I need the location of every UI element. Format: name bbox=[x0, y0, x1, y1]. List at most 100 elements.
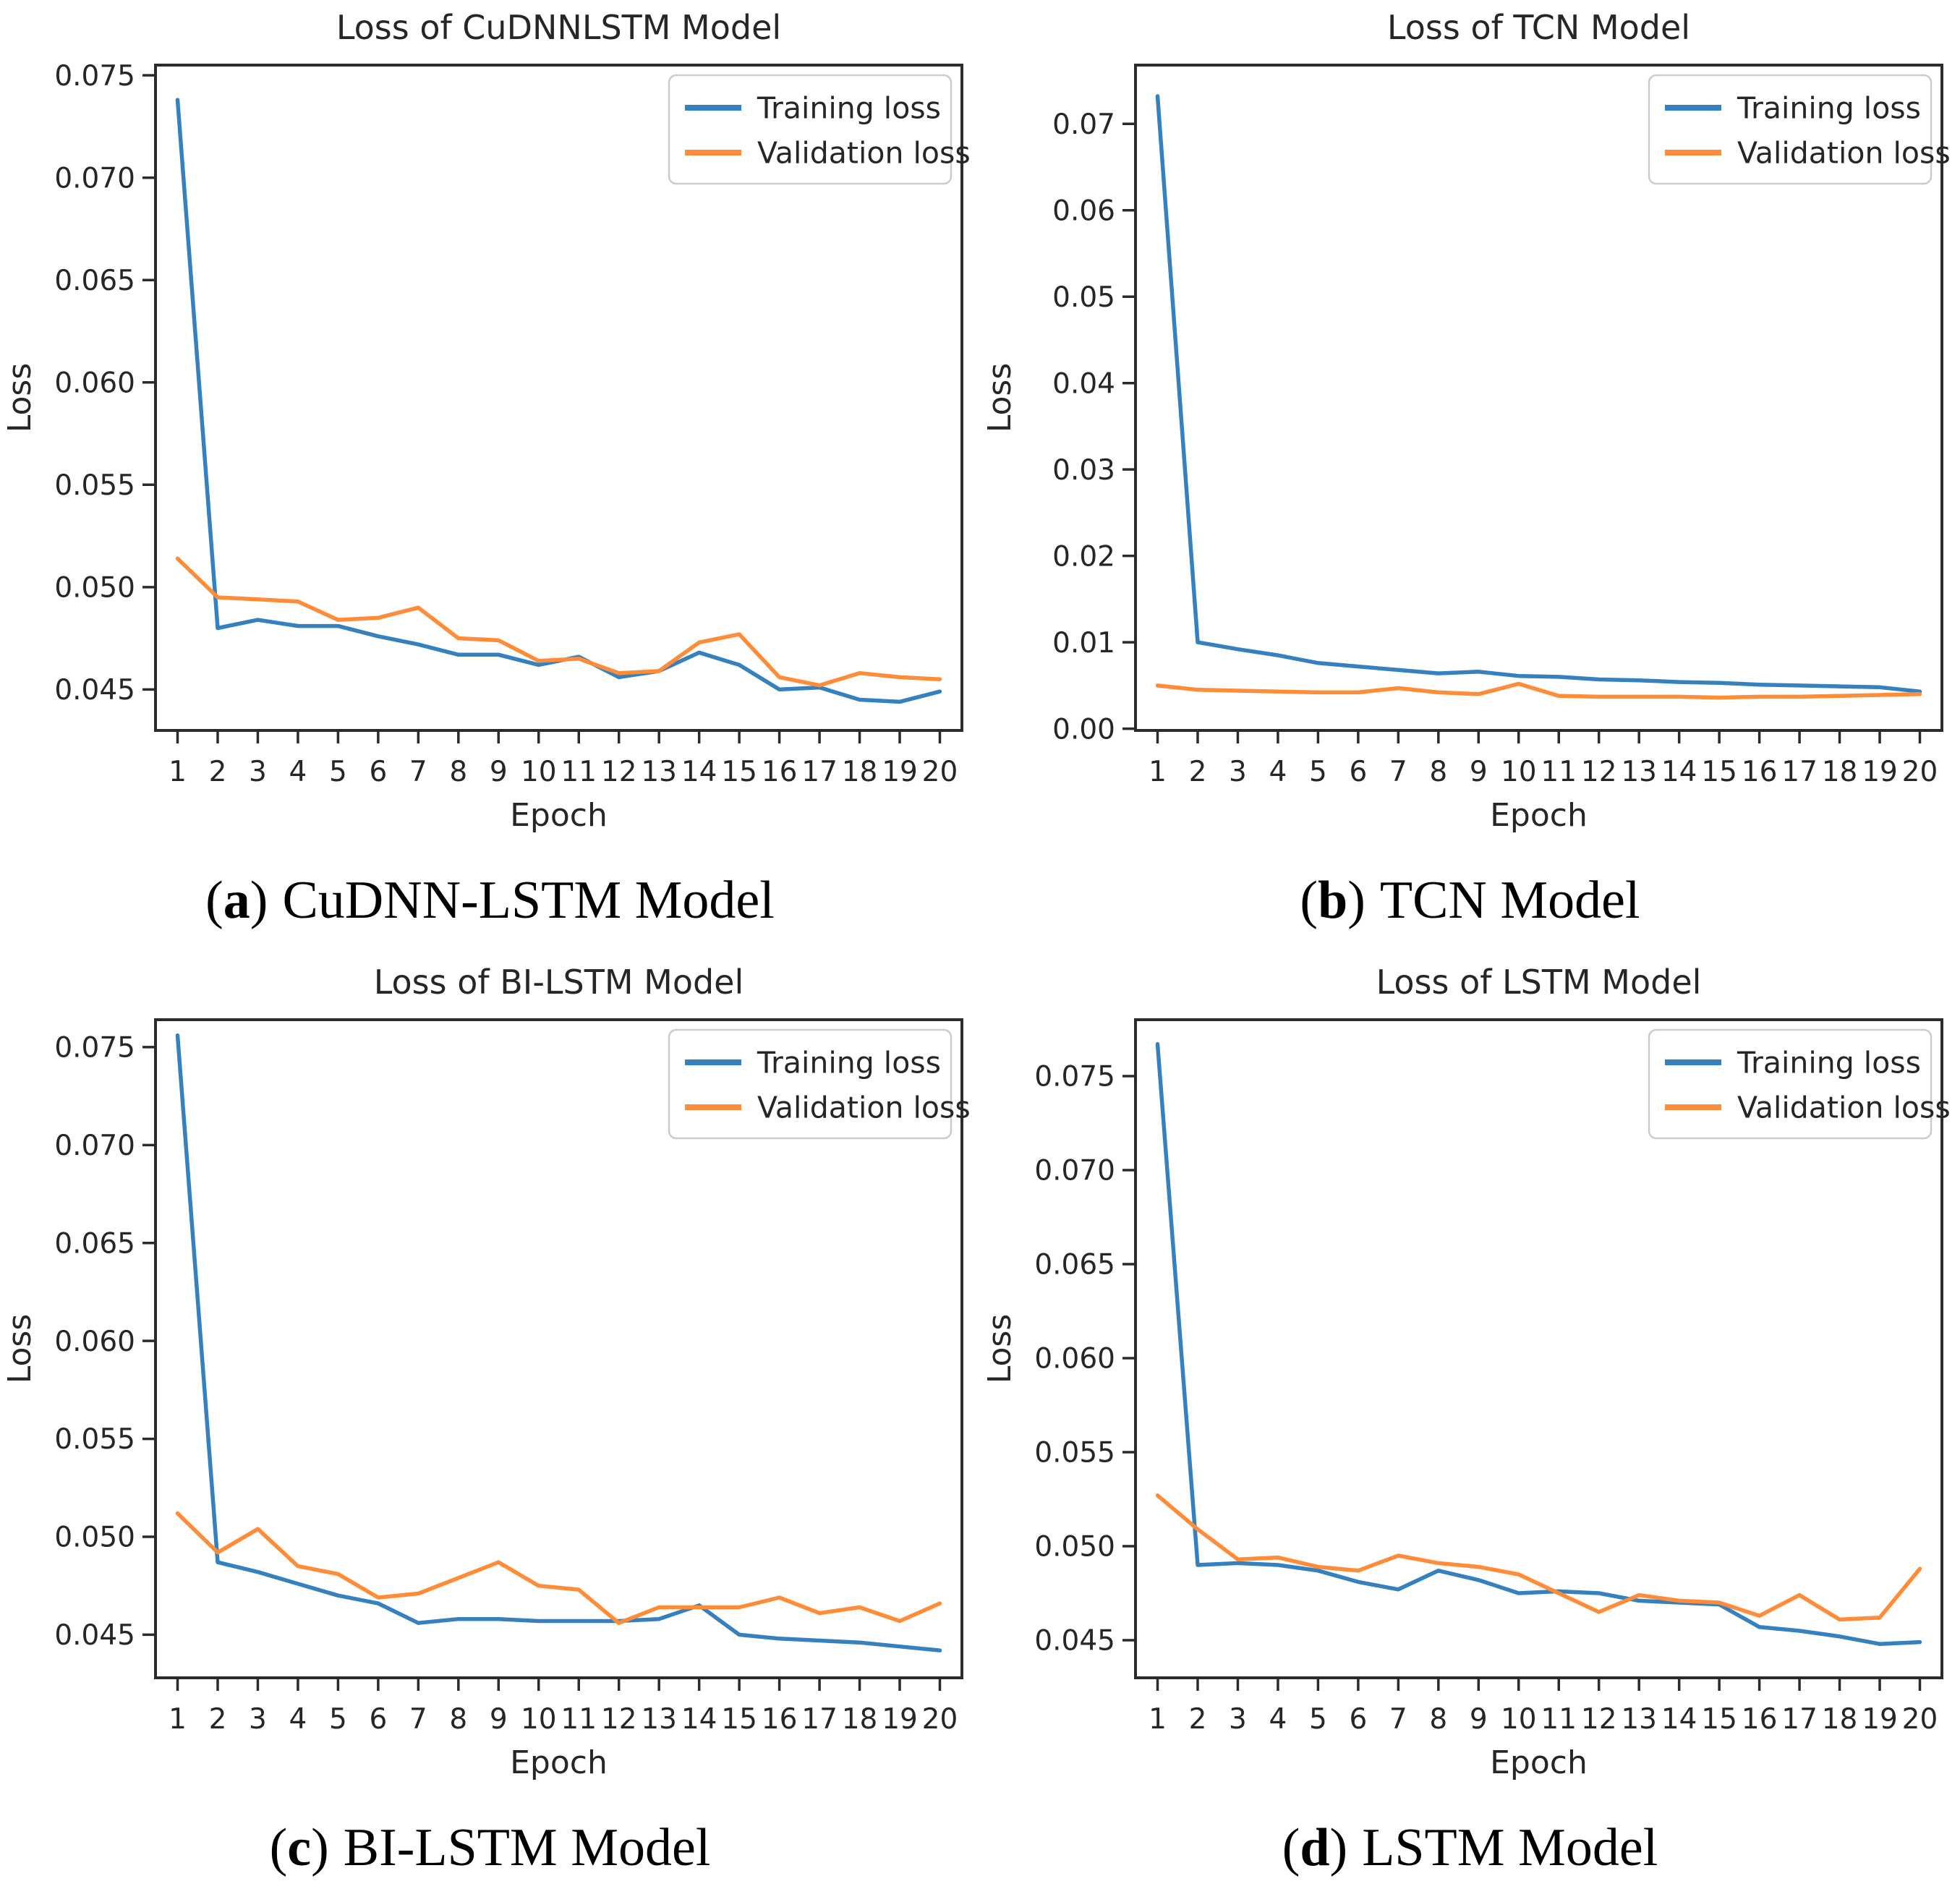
chart-bilstm-model: Loss of BI-LSTM Model 0.045 0.050 0.055 0.06… bbox=[0, 955, 980, 1794]
x-tick-label: 17 bbox=[801, 1703, 838, 1736]
x-tick-label: 10 bbox=[521, 1703, 557, 1736]
legend-label-validation: Validation loss bbox=[1737, 1090, 1951, 1125]
y-axis-label: Loss bbox=[981, 1314, 1018, 1384]
y-axis: 0.00 0.01 0.02 0.03 0.04 0.05 0.06 0.07 bbox=[1052, 108, 1135, 746]
chart-lstm-model: Loss of LSTM Model 0.045 0.050 0.055 0.060 0.… bbox=[980, 955, 1960, 1794]
x-tick-label: 19 bbox=[1862, 1703, 1898, 1736]
x-tick-label: 6 bbox=[369, 1703, 387, 1736]
legend: Training loss Validation loss bbox=[1648, 1028, 1951, 1140]
x-tick-label: 11 bbox=[1541, 1703, 1577, 1736]
x-tick-label: 4 bbox=[289, 756, 307, 788]
caption-label-c: BI-LSTM Model bbox=[343, 1817, 711, 1877]
figure-panel-a: Loss of CuDNNLSTM Model 0.045 0.050 0.055 0.… bbox=[0, 0, 980, 955]
x-tick-label: 2 bbox=[209, 1703, 227, 1736]
caption-c: (c) BI-LSTM Model bbox=[0, 1794, 980, 1902]
x-tick-label: 10 bbox=[521, 756, 557, 788]
y-axis: 0.045 0.050 0.055 0.060 0.065 0.070 0.075 bbox=[1034, 1061, 1135, 1658]
x-tick-label: 7 bbox=[1389, 756, 1407, 788]
x-tick-label: 3 bbox=[249, 1703, 267, 1736]
validation-loss-line bbox=[1155, 681, 1922, 700]
x-tick-label: 2 bbox=[1189, 756, 1207, 788]
plot-frame bbox=[1134, 64, 1943, 732]
y-axis-label: Loss bbox=[1, 1314, 38, 1384]
caption-paren-close: ) bbox=[250, 870, 268, 930]
caption-d: (d) LSTM Model bbox=[980, 1794, 1960, 1902]
x-tick-label: 7 bbox=[409, 1703, 427, 1736]
training-loss-line bbox=[1155, 94, 1922, 694]
x-axis-label: Epoch bbox=[510, 797, 608, 834]
x-axis: 1 2 3 4 5 6 7 8 9 10 11 12 13 14 15 16 17 18 19 20 bbox=[1149, 730, 1938, 788]
plot-frame bbox=[1134, 1018, 1943, 1679]
x-tick-label: 5 bbox=[1309, 756, 1327, 788]
y-tick-label: 0.065 bbox=[54, 265, 135, 297]
legend-label-validation: Validation loss bbox=[1737, 135, 1951, 170]
chart-svg-tcn: Loss of TCN Model0.000.010.020.030.040.0… bbox=[980, 0, 1960, 846]
y-tick-label: 0.050 bbox=[54, 571, 135, 604]
x-tick-label: 20 bbox=[922, 756, 958, 788]
chart-svg-lstm: Loss of LSTM Model 0.0450.0500.0550.0600.… bbox=[980, 955, 1960, 1794]
x-tick-label: 20 bbox=[1902, 756, 1938, 788]
chart-title: Loss of CuDNNLSTM Model bbox=[336, 8, 781, 47]
x-axis: 1 2 3 4 5 6 7 8 9 10 11 12 13 14 15 16 17 18 19 20 bbox=[169, 1678, 958, 1736]
caption-b: (b) TCN Model bbox=[980, 846, 1960, 955]
y-tick-label: 0.07 bbox=[1052, 108, 1115, 141]
x-tick-label: 16 bbox=[1742, 1703, 1778, 1736]
caption-paren-open: ( bbox=[269, 1817, 288, 1877]
x-tick-label: 15 bbox=[721, 1703, 757, 1736]
x-axis-label: Epoch bbox=[1490, 797, 1588, 834]
legend-box bbox=[1648, 74, 1933, 185]
caption-paren-close: ) bbox=[1347, 870, 1365, 930]
legend: Training loss Validation loss bbox=[668, 74, 971, 185]
caption-a: (a) CuDNN-LSTM Model bbox=[0, 846, 980, 955]
x-tick-label: 12 bbox=[601, 756, 637, 788]
caption-letter-a: a bbox=[223, 870, 250, 930]
caption-label-a: CuDNN-LSTM Model bbox=[282, 870, 775, 930]
x-tick-label: 20 bbox=[922, 1703, 958, 1736]
y-tick-label: 0.065 bbox=[54, 1227, 135, 1260]
x-tick-label: 1 bbox=[1149, 1703, 1167, 1736]
x-tick-label: 6 bbox=[1349, 1703, 1367, 1736]
x-tick-label: 1 bbox=[169, 756, 187, 788]
x-tick-label: 8 bbox=[1429, 756, 1447, 788]
x-tick-label: 3 bbox=[249, 756, 267, 788]
x-tick-label: 9 bbox=[1470, 1703, 1488, 1736]
x-tick-label: 9 bbox=[490, 756, 508, 788]
x-tick-label: 2 bbox=[209, 756, 227, 788]
y-tick-label: 0.02 bbox=[1052, 540, 1115, 573]
y-tick-label: 0.060 bbox=[54, 1326, 135, 1358]
x-tick-label: 14 bbox=[681, 756, 717, 788]
caption-label-d: LSTM Model bbox=[1362, 1817, 1658, 1877]
y-tick-label: 0.045 bbox=[54, 1619, 135, 1652]
validation-loss-line bbox=[175, 556, 942, 688]
figure-panel-d: Loss of LSTM Model 0.045 0.050 0.055 0.060 0.… bbox=[980, 955, 1960, 1902]
y-tick-label: 0.075 bbox=[1034, 1061, 1115, 1093]
x-tick-label: 2 bbox=[1189, 1703, 1207, 1736]
x-tick-label: 5 bbox=[329, 756, 347, 788]
legend-label-validation: Validation loss bbox=[757, 135, 971, 170]
chart-title: Loss of LSTM Model bbox=[1376, 963, 1702, 1002]
x-tick-label: 7 bbox=[409, 756, 427, 788]
y-axis-label: Loss bbox=[1, 363, 38, 433]
caption-paren-close: ) bbox=[311, 1817, 329, 1877]
y-tick-label: 0.04 bbox=[1052, 367, 1115, 400]
x-tick-label: 4 bbox=[289, 1703, 307, 1736]
caption-label-b: TCN Model bbox=[1379, 870, 1640, 930]
y-tick-label: 0.03 bbox=[1052, 454, 1115, 487]
x-tick-label: 6 bbox=[1349, 756, 1367, 788]
x-tick-label: 5 bbox=[329, 1703, 347, 1736]
x-tick-label: 19 bbox=[1862, 756, 1898, 788]
plot-frame bbox=[154, 1018, 963, 1679]
y-tick-label: 0.060 bbox=[54, 367, 135, 399]
x-tick-label: 16 bbox=[762, 1703, 798, 1736]
x-tick-label: 14 bbox=[1661, 756, 1697, 788]
x-axis: 1 2 3 4 5 6 7 8 9 10 11 12 13 14 15 16 17 18 19 20 bbox=[1149, 1678, 1938, 1736]
y-tick-label: 0.070 bbox=[54, 1130, 135, 1162]
chart-svg-bilstm: Loss of BI-LSTM Model 0.045 0.050 0.055 0.06… bbox=[0, 955, 980, 1794]
x-tick-label: 9 bbox=[490, 1703, 508, 1736]
x-tick-label: 14 bbox=[681, 1703, 717, 1736]
caption-letter-d: d bbox=[1300, 1817, 1330, 1877]
y-tick-label: 0.05 bbox=[1052, 281, 1115, 314]
x-tick-label: 19 bbox=[882, 756, 918, 788]
legend-label-training: Training loss bbox=[1737, 90, 1921, 125]
x-tick-label: 13 bbox=[641, 756, 677, 788]
